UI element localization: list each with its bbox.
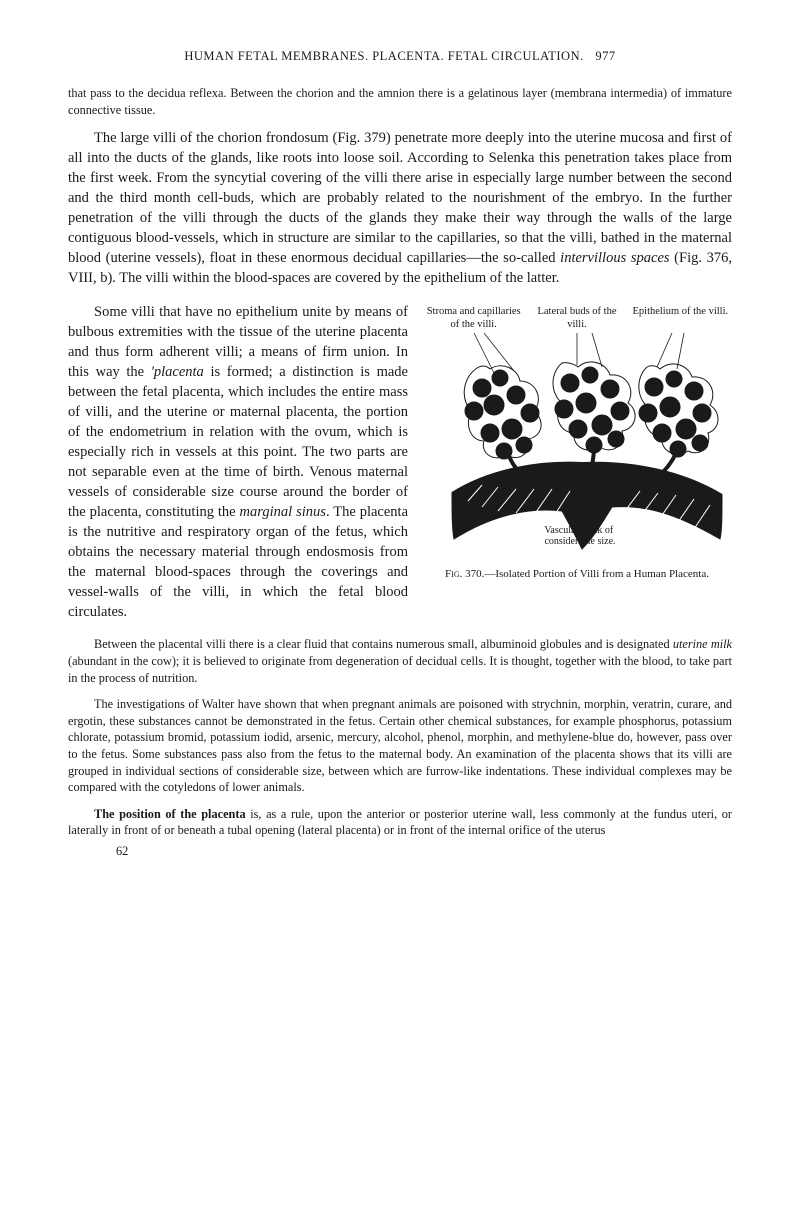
fig-label-right: Epithelium of the villi. bbox=[629, 306, 732, 330]
p2-italic-2: marginal sinus bbox=[240, 504, 326, 520]
page-number: 977 bbox=[595, 49, 615, 63]
p1-italic-1: intervillous spaces bbox=[560, 250, 669, 266]
p2-c: . The placenta is the nutritive and resp… bbox=[68, 504, 408, 620]
fig-caption-prefix: Fig. 370. bbox=[445, 568, 484, 580]
small-paragraph-4: The position of the placenta is, as a ru… bbox=[68, 806, 732, 839]
signature-line: 62 bbox=[68, 843, 732, 860]
p2-italic-1: 'placenta bbox=[151, 364, 204, 380]
s3: The investigations of Walter have shown … bbox=[68, 697, 732, 794]
sig-number: 62 bbox=[116, 844, 128, 858]
small-paragraph-2: Between the placental villi there is a c… bbox=[68, 636, 732, 686]
s2-a: Between the placental villi there is a c… bbox=[94, 637, 673, 651]
p1-a: The large villi of the chorion frondosum… bbox=[68, 130, 732, 266]
fig-caption-rest: —Isolated Portion of Villi from a Human … bbox=[484, 568, 709, 580]
s2-b: (abundant in the cow); it is believed to… bbox=[68, 654, 732, 685]
fig-label-left: Stroma and capillaries of the villi. bbox=[422, 306, 525, 330]
page-header: HUMAN FETAL MEMBRANES. PLACENTA. FETAL C… bbox=[68, 48, 732, 65]
small-paragraph-3: The investigations of Walter have shown … bbox=[68, 696, 732, 796]
header-title: HUMAN FETAL MEMBRANES. PLACENTA. FETAL C… bbox=[184, 49, 583, 63]
fig-inner-label-line2: considerable size. bbox=[544, 536, 615, 547]
svg-text:Vascular trunk of cons: Vascular trunk of considerable size. bbox=[544, 525, 615, 547]
paragraph-1: The large villi of the chorion frondosum… bbox=[68, 128, 732, 288]
s4-lead: The position of the placenta bbox=[94, 807, 246, 821]
villi-illustration: Vascular trunk of considerable size. bbox=[422, 333, 732, 563]
figure-block: Stroma and capillaries of the villi. Lat… bbox=[422, 306, 732, 581]
fig-label-mid: Lateral buds of the villi. bbox=[525, 306, 628, 330]
intro-small-paragraph: that pass to the decidua reflexa. Betwee… bbox=[68, 85, 732, 118]
figure-caption: Fig. 370.—Isolated Portion of Villi from… bbox=[422, 567, 732, 582]
p2-b: is formed; a distinction is made between… bbox=[68, 364, 408, 520]
figure-top-labels: Stroma and capillaries of the villi. Lat… bbox=[422, 306, 732, 330]
figure-text-wrap: Stroma and capillaries of the villi. Lat… bbox=[68, 302, 732, 636]
s2-i: uterine milk bbox=[673, 637, 732, 651]
fig-inner-label-line1: Vascular trunk of bbox=[544, 525, 614, 536]
intro-text: that pass to the decidua reflexa. Betwee… bbox=[68, 86, 732, 117]
